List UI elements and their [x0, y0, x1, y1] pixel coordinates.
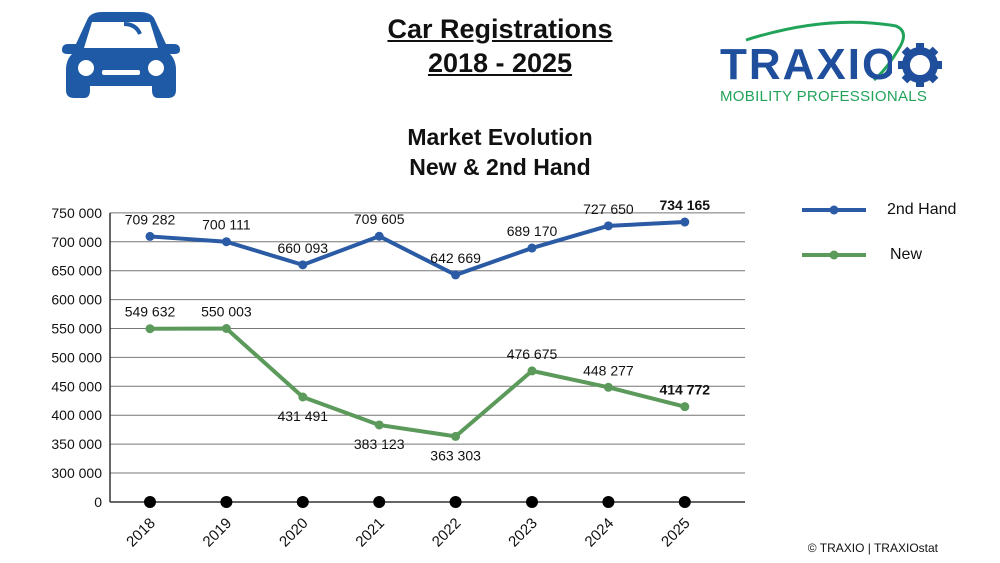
y-tick-label: 350 000	[51, 436, 102, 452]
data-label: 734 165	[659, 197, 710, 213]
y-tick-label: 750 000	[51, 205, 102, 221]
data-label: 363 303	[430, 447, 481, 463]
baseline-marker	[602, 496, 615, 508]
data-point	[298, 392, 308, 402]
data-point	[527, 366, 537, 376]
data-point	[374, 231, 384, 241]
x-tick-label: 2019	[200, 515, 236, 551]
legend-label-new: New	[890, 246, 923, 263]
y-tick-label: 700 000	[51, 234, 102, 250]
data-point	[374, 420, 384, 430]
baseline-marker	[144, 496, 156, 508]
data-label: 549 632	[125, 304, 176, 320]
car-front-icon	[62, 12, 180, 98]
data-label: 383 123	[354, 436, 405, 452]
y-tick-label: 300 000	[51, 465, 102, 481]
logo-tagline: MOBILITY PROFESSIONALS	[720, 88, 928, 105]
x-tick-label: 2018	[123, 515, 159, 551]
data-label: 431 491	[277, 408, 328, 424]
data-point	[221, 237, 231, 247]
y-tick-label: 600 000	[51, 292, 102, 308]
data-label: 660 093	[277, 240, 328, 256]
y-tick-label: 0	[94, 494, 102, 510]
x-tick-label: 2024	[582, 515, 618, 551]
data-label: 709 605	[354, 211, 405, 227]
data-point	[451, 431, 461, 441]
legend-label-2nd-hand: 2nd Hand	[887, 201, 957, 218]
x-tick-label: 2020	[276, 515, 312, 551]
chart-title-line1: Market Evolution	[407, 124, 593, 150]
data-label: 448 277	[583, 362, 634, 378]
data-point	[298, 260, 308, 270]
y-tick-label: 650 000	[51, 263, 102, 279]
x-tick-label: 2025	[658, 515, 694, 551]
data-label: 700 111	[202, 217, 251, 233]
y-tick-label: 500 000	[51, 349, 102, 365]
series-line-2nd-hand	[149, 220, 685, 277]
data-point	[603, 382, 613, 392]
copyright: © TRAXIO | TRAXIOstat	[807, 541, 938, 555]
y-tick-label: 400 000	[51, 407, 102, 423]
baseline-marker	[373, 496, 386, 508]
data-point	[527, 243, 537, 253]
data-point	[145, 231, 155, 241]
baseline-marker	[678, 496, 691, 508]
y-tick-label: 550 000	[51, 321, 102, 337]
baseline-marker	[220, 496, 233, 508]
series-line-new	[149, 326, 686, 439]
data-label: 709 282	[125, 211, 176, 227]
baseline-marker	[526, 496, 538, 508]
data-point	[680, 217, 690, 227]
data-label: 550 003	[201, 303, 252, 319]
x-tick-label: 2023	[505, 515, 541, 551]
baseline-marker	[296, 496, 309, 508]
data-label: 476 675	[507, 346, 558, 362]
data-point	[145, 324, 155, 334]
page-title-line2: 2018 - 2025	[427, 48, 573, 78]
data-label: 727 650	[583, 201, 634, 217]
traxio-logo: TRAXIO MOBILITY PROFESSIONALS	[718, 10, 948, 105]
data-point	[221, 323, 231, 333]
data-label: 414 772	[659, 382, 710, 398]
logo-wordmark: TRAXIO	[720, 40, 899, 89]
y-tick-label: 450 000	[51, 378, 102, 394]
data-point	[680, 402, 690, 412]
x-tick-label: 2021	[352, 515, 388, 551]
page-title-line1: Car Registrations	[387, 14, 613, 44]
chart-title-line2: New & 2nd Hand	[409, 154, 591, 180]
data-label: 642 669	[430, 250, 481, 266]
data-point	[451, 270, 461, 280]
data-label: 689 170	[507, 223, 558, 239]
baseline-marker	[449, 496, 462, 508]
legend-swatch-marker	[829, 205, 839, 215]
x-tick-label: 2022	[429, 515, 465, 551]
legend-swatch-marker	[829, 250, 839, 260]
data-point	[603, 221, 613, 231]
